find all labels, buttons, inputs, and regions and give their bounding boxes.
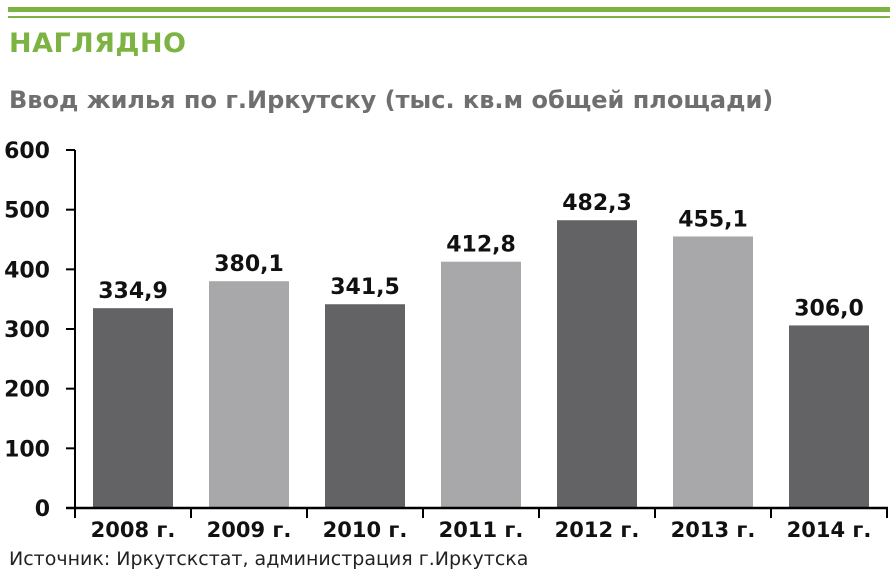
bar-1 (93, 308, 173, 508)
bar-6 (673, 236, 753, 508)
y-tick-label-0: 0 (35, 497, 50, 522)
top-rule-thick (8, 7, 890, 12)
chart-title: Ввод жилья по г.Иркутску (тыс. кв.м обще… (9, 86, 774, 114)
x-tick-label-5: 2012 г. (555, 518, 640, 542)
y-tick-label-4: 400 (4, 258, 50, 283)
x-tick-label-4: 2011 г. (439, 518, 524, 542)
x-tick-label-2: 2009 г. (207, 518, 292, 542)
y-tick-label-6: 600 (4, 139, 50, 164)
x-tick-label-3: 2010 г. (323, 518, 408, 542)
y-tick-label-2: 200 (4, 378, 50, 403)
bar-4 (441, 261, 521, 508)
bar-value-label-6: 455,1 (678, 207, 748, 232)
x-tick-label-1: 2008 г. (91, 518, 176, 542)
bar-value-label-1: 334,9 (98, 279, 168, 304)
top-rule-thin (8, 16, 890, 18)
source-note: Источник: Иркутскстат, администрация г.И… (9, 548, 529, 570)
bar-5 (557, 220, 637, 508)
bar-value-label-2: 380,1 (214, 252, 284, 277)
x-tick-label-7: 2014 г. (787, 518, 872, 542)
x-tick-label-6: 2013 г. (671, 518, 756, 542)
y-tick-label-3: 300 (4, 318, 50, 343)
bar-value-label-7: 306,0 (794, 296, 864, 321)
y-tick-label-5: 500 (4, 199, 50, 224)
bar-value-label-4: 412,8 (446, 233, 516, 258)
bar-7 (789, 325, 869, 508)
bar-value-label-3: 341,5 (330, 275, 400, 300)
y-tick-label-1: 100 (4, 437, 50, 462)
bar-3 (325, 304, 405, 508)
bar-2 (209, 281, 289, 508)
bar-value-label-5: 482,3 (562, 191, 632, 216)
section-label: НАГЛЯДНО (9, 28, 187, 59)
